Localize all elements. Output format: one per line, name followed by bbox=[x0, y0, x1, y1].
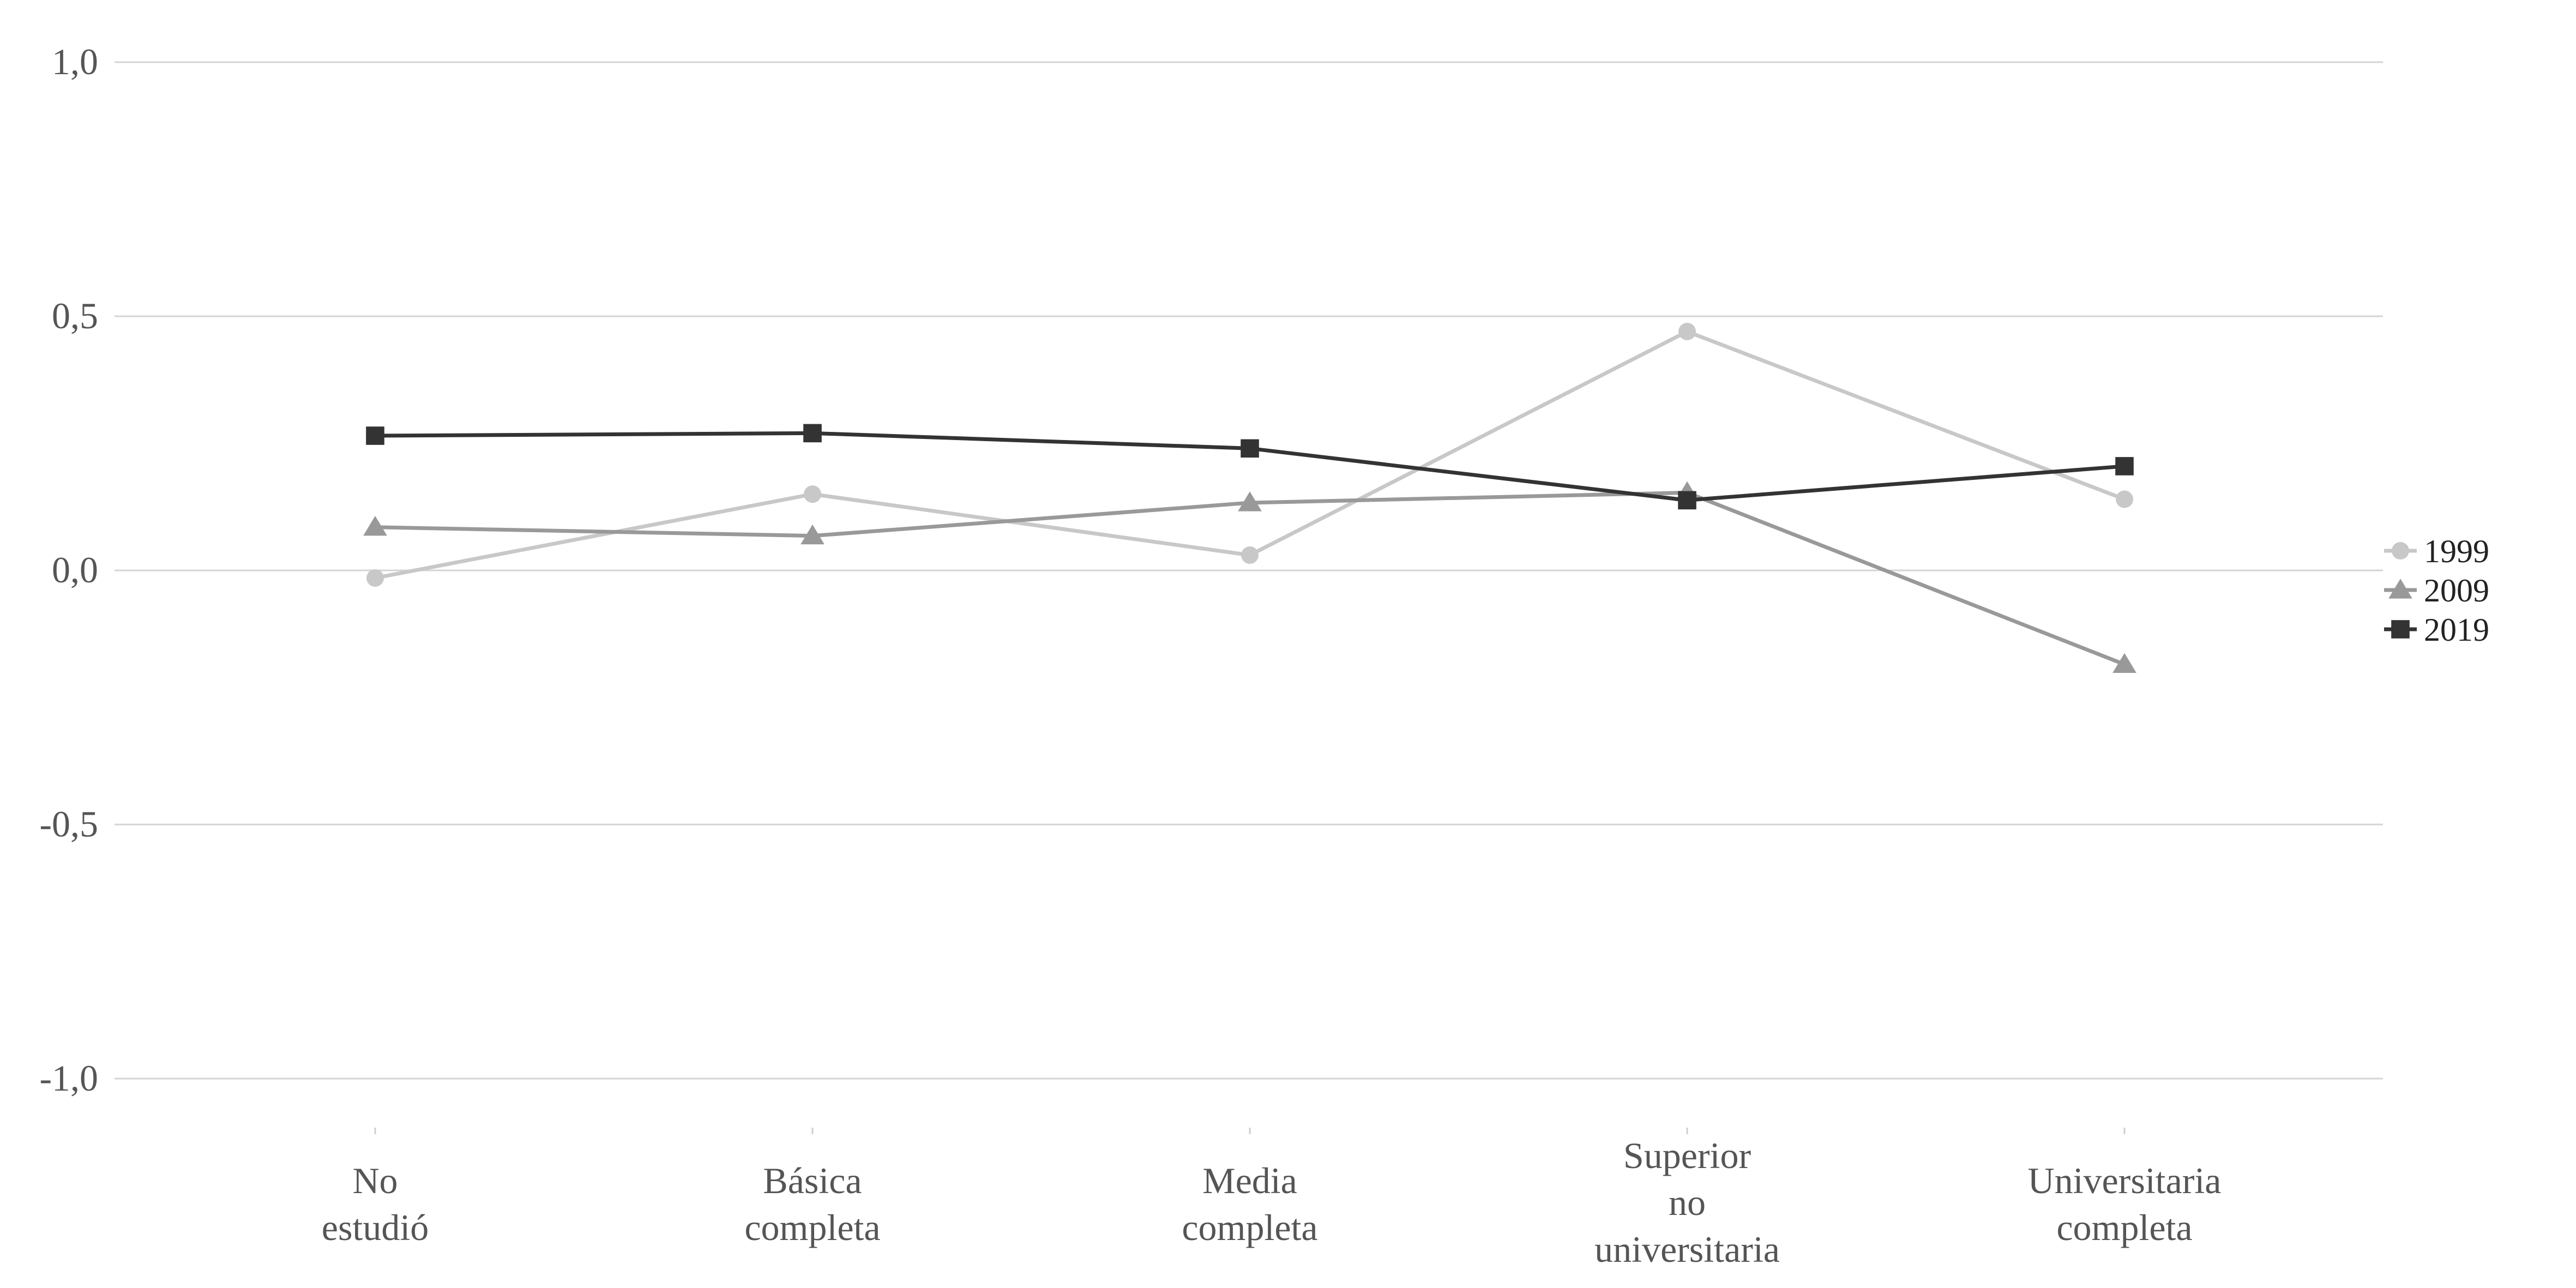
data-point bbox=[2116, 490, 2133, 508]
series-2019 bbox=[366, 424, 2134, 510]
x-tick-label-line: completa bbox=[2056, 1207, 2192, 1248]
legend-label: 1999 bbox=[2424, 533, 2489, 569]
data-point bbox=[1238, 491, 1262, 511]
y-tick-label: -1,0 bbox=[39, 1057, 98, 1099]
data-point bbox=[801, 524, 824, 545]
x-tick-label: No estudió bbox=[322, 1160, 429, 1248]
x-tick-label: Superior no universitaria bbox=[1594, 1135, 1780, 1270]
x-axis: No estudió Básica completa Media completa Supe… bbox=[322, 1128, 2222, 1270]
data-point bbox=[1241, 439, 1259, 458]
y-axis: 1,0 0,5 0,0 -0,5 -1,0 bbox=[39, 41, 98, 1099]
legend-item: 2019 bbox=[2384, 612, 2489, 648]
data-point bbox=[2388, 579, 2412, 599]
x-tick-label-line: completa bbox=[744, 1207, 880, 1248]
x-tick-label-line: Superior bbox=[1623, 1135, 1752, 1176]
x-tick-label: Básica completa bbox=[744, 1160, 880, 1248]
data-point bbox=[2392, 542, 2409, 559]
data-point bbox=[2112, 653, 2136, 673]
y-tick-label: 0,0 bbox=[52, 549, 98, 591]
x-tick-label-line: completa bbox=[1182, 1207, 1317, 1248]
legend-item: 1999 bbox=[2384, 533, 2489, 569]
data-point bbox=[1678, 491, 1696, 510]
data-point bbox=[366, 426, 384, 445]
data-point bbox=[1678, 322, 1696, 340]
data-point bbox=[363, 515, 387, 536]
x-tick-label-line: no bbox=[1669, 1182, 1706, 1223]
x-tick-label-line: No bbox=[352, 1160, 398, 1201]
x-tick-label-line: Universitaria bbox=[2028, 1160, 2222, 1201]
x-tick-label: Media completa bbox=[1182, 1160, 1317, 1248]
x-tick-label-line: universitaria bbox=[1594, 1229, 1780, 1270]
data-point bbox=[2391, 620, 2410, 639]
legend-label: 2019 bbox=[2424, 612, 2489, 648]
x-tick-label-line: Básica bbox=[763, 1160, 862, 1201]
series-lines bbox=[363, 322, 2136, 673]
data-point bbox=[2115, 457, 2134, 476]
x-tick-label: Universitaria completa bbox=[2028, 1160, 2222, 1248]
data-point bbox=[366, 569, 384, 587]
y-tick-label: 1,0 bbox=[52, 41, 98, 82]
x-tick-label-line: Media bbox=[1202, 1160, 1297, 1201]
series-2009 bbox=[363, 481, 2136, 673]
legend-label: 2009 bbox=[2424, 573, 2489, 609]
data-point bbox=[1241, 546, 1259, 564]
gridlines bbox=[115, 61, 2383, 1080]
y-tick-label: 0,5 bbox=[52, 295, 98, 336]
series-1999 bbox=[366, 322, 2133, 587]
legend-item: 2009 bbox=[2384, 573, 2489, 609]
y-tick-label: -0,5 bbox=[39, 803, 98, 845]
data-point bbox=[804, 485, 821, 503]
data-point bbox=[803, 424, 822, 443]
x-tick-label-line: estudió bbox=[322, 1207, 429, 1248]
series-line bbox=[375, 490, 2126, 666]
